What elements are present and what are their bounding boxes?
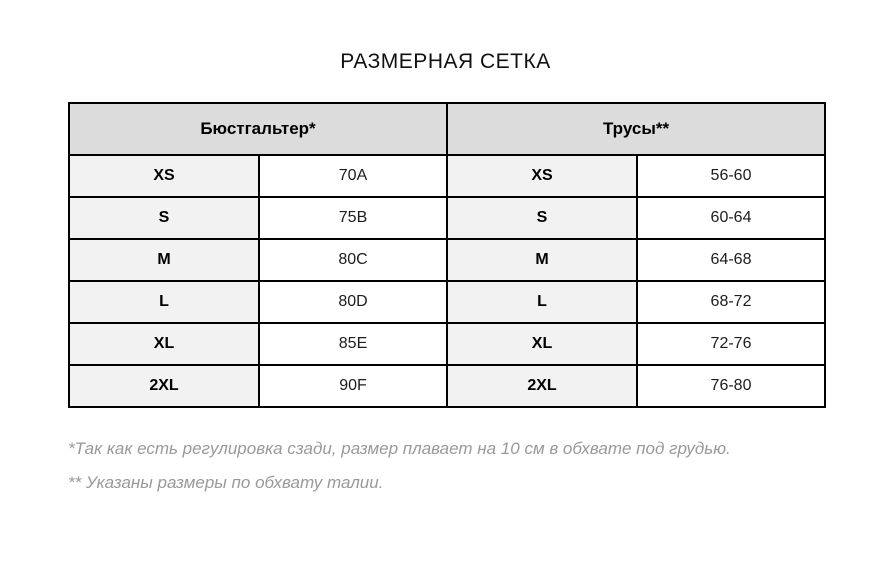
bra-size-cell: S (68, 196, 260, 240)
bra-value-cell: 75B (258, 196, 448, 240)
footnotes: *Так как есть регулировка сзади, размер … (68, 432, 891, 500)
bra-value-cell: 85E (258, 322, 448, 366)
table-row: S 75B S 60-64 (68, 196, 827, 240)
page-title: РАЗМЕРНАЯ СЕТКА (340, 50, 551, 73)
bra-value-cell: 90F (258, 364, 448, 408)
bra-footnote: *Так как есть регулировка сзади, размер … (68, 439, 731, 458)
panty-value-cell: 76-80 (635, 364, 827, 408)
table-row: XL 85E XL 72-76 (68, 322, 827, 366)
size-chart-table: Бюстгальтер* Трусы** XS 70A XS 56-60 S 7… (68, 102, 827, 408)
panty-value-cell: 60-64 (635, 196, 827, 240)
table-header-row: Бюстгальтер* Трусы** (68, 102, 827, 156)
table-row: M 80C M 64-68 (68, 238, 827, 282)
table-row: 2XL 90F 2XL 76-80 (68, 364, 827, 408)
panty-value-cell: 64-68 (635, 238, 827, 282)
bra-size-cell: L (68, 280, 260, 324)
bra-header-cell: Бюстгальтер* (68, 102, 448, 156)
bra-size-cell: XS (68, 154, 260, 198)
bra-value-cell: 80C (258, 238, 448, 282)
bra-size-cell: XL (68, 322, 260, 366)
panty-size-cell: 2XL (446, 364, 638, 408)
bra-value-cell: 80D (258, 280, 448, 324)
panty-value-cell: 72-76 (635, 322, 827, 366)
bra-size-cell: 2XL (68, 364, 260, 408)
panty-value-cell: 68-72 (635, 280, 827, 324)
table-row: L 80D L 68-72 (68, 280, 827, 324)
table-row: XS 70A XS 56-60 (68, 154, 827, 198)
panty-size-cell: XS (446, 154, 638, 198)
panty-size-cell: XL (446, 322, 638, 366)
panties-footnote: ** Указаны размеры по обхвату талии. (68, 473, 384, 492)
bra-size-cell: M (68, 238, 260, 282)
panty-size-cell: L (446, 280, 638, 324)
bra-value-cell: 70A (258, 154, 448, 198)
panty-value-cell: 56-60 (635, 154, 827, 198)
panty-size-cell: M (446, 238, 638, 282)
panties-header-cell: Трусы** (445, 102, 827, 156)
panty-size-cell: S (446, 196, 638, 240)
